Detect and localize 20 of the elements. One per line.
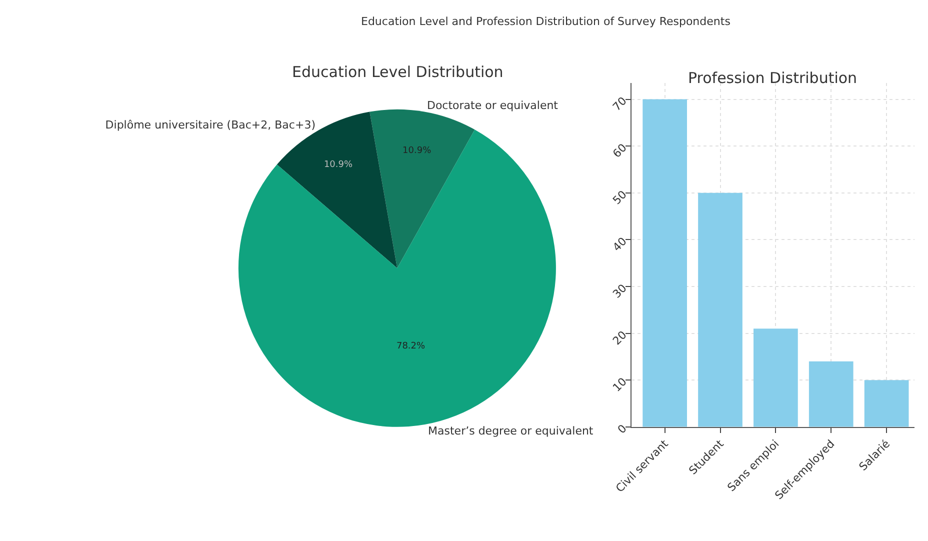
y-tick-label: 20 xyxy=(610,328,630,348)
pie-slice xyxy=(370,110,475,268)
data-label: 10.9% xyxy=(402,146,432,156)
chart-title: Profession Distribution xyxy=(688,69,858,87)
y-tick-label: 0 xyxy=(615,422,630,436)
slice-label: Diplôme universitaire (Bac+2, Bac+3) xyxy=(105,118,316,132)
slice-label: Doctorate or equivalent xyxy=(426,98,559,112)
data-label: 78.2% xyxy=(396,341,426,352)
y-tick-label: 40 xyxy=(610,234,630,254)
data-label: 10.9% xyxy=(324,160,353,170)
y-tick-label: 70 xyxy=(610,94,630,114)
chart-title: Education Level Distribution xyxy=(292,63,504,81)
y-tick-label: 10 xyxy=(610,375,630,394)
y-tick-label: 50 xyxy=(610,188,630,208)
pie-slice xyxy=(276,112,398,268)
y-tick-label: 30 xyxy=(610,282,630,301)
pie-slice xyxy=(238,130,556,427)
slice-label: Master’s degree or equivalent xyxy=(428,424,594,438)
text: Education Level and Profession Distribution of Survey Respondents xyxy=(361,15,731,28)
y-tick-label: 60 xyxy=(610,141,630,160)
